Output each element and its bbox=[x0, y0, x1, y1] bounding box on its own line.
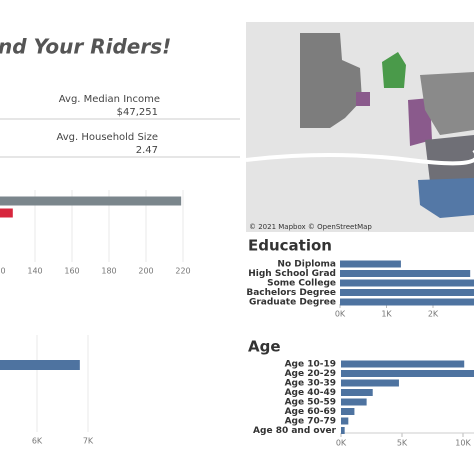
dashboard-title: nd Your Riders! bbox=[0, 35, 171, 59]
category-label: Age 50-59 bbox=[285, 398, 336, 408]
bar bbox=[341, 427, 345, 434]
kpi-value: 2.47 bbox=[136, 145, 158, 156]
bar bbox=[341, 408, 355, 415]
category-label: Age 80 and over bbox=[253, 426, 337, 436]
map[interactable]: © 2021 Mapbox © OpenStreetMap bbox=[245, 22, 474, 232]
kpi-value: $47,251 bbox=[117, 107, 158, 118]
category-label: Age 20-29 bbox=[285, 369, 336, 379]
bar bbox=[340, 298, 474, 306]
map-region bbox=[418, 178, 474, 218]
map-region bbox=[420, 72, 474, 135]
bar bbox=[341, 389, 373, 396]
kpi-label: Avg. Median Income bbox=[59, 94, 160, 105]
map-region bbox=[300, 33, 362, 128]
x-tick-label: 0K bbox=[335, 310, 346, 319]
category-label: No Diploma bbox=[277, 260, 336, 270]
bar bbox=[0, 196, 182, 206]
x-tick-label: 220 bbox=[175, 267, 190, 276]
map-region bbox=[356, 92, 370, 106]
x-tick-label: 200 bbox=[138, 267, 153, 276]
bar bbox=[0, 208, 13, 218]
x-tick-label: 6K bbox=[32, 437, 43, 446]
map-attribution: © 2021 Mapbox © OpenStreetMap bbox=[249, 223, 372, 231]
x-tick-label: 5K bbox=[397, 439, 408, 448]
chart-title: Age bbox=[248, 338, 281, 356]
category-label: Bachelors Degree bbox=[246, 288, 336, 298]
bar bbox=[341, 398, 367, 406]
category-label: Some College bbox=[267, 279, 336, 289]
x-tick-label: 160 bbox=[64, 267, 79, 276]
category-label: High School Grad bbox=[248, 269, 336, 279]
x-tick-label: 1K bbox=[381, 310, 392, 319]
x-tick-label: 7K bbox=[83, 437, 94, 446]
bar bbox=[340, 260, 401, 268]
x-tick-label: 10K bbox=[455, 439, 471, 448]
x-tick-label: 2K bbox=[428, 310, 439, 319]
bar bbox=[341, 360, 465, 368]
bar bbox=[341, 379, 399, 387]
category-label: Age 60-69 bbox=[285, 407, 336, 417]
category-label: Age 30-39 bbox=[285, 379, 336, 389]
bar bbox=[0, 360, 80, 370]
category-label: Age 70-79 bbox=[285, 417, 336, 427]
x-tick-label: 180 bbox=[101, 267, 116, 276]
chart-title: Education bbox=[248, 237, 332, 255]
map-road bbox=[245, 150, 474, 166]
kpi-label: Avg. Household Size bbox=[56, 132, 158, 143]
x-tick-label: 0K bbox=[336, 439, 347, 448]
bar bbox=[341, 417, 349, 425]
bar bbox=[340, 279, 474, 287]
x-tick-label: 140 bbox=[27, 267, 42, 276]
category-label: Age 40-49 bbox=[285, 388, 336, 398]
bar bbox=[341, 370, 474, 377]
map-region bbox=[382, 52, 406, 88]
category-label: Age 10-19 bbox=[285, 360, 336, 370]
bar bbox=[340, 270, 471, 277]
category-label: Graduate Degree bbox=[249, 298, 336, 308]
bar bbox=[340, 289, 474, 296]
map-region bbox=[425, 135, 474, 182]
x-tick-label: 120 bbox=[0, 267, 6, 276]
